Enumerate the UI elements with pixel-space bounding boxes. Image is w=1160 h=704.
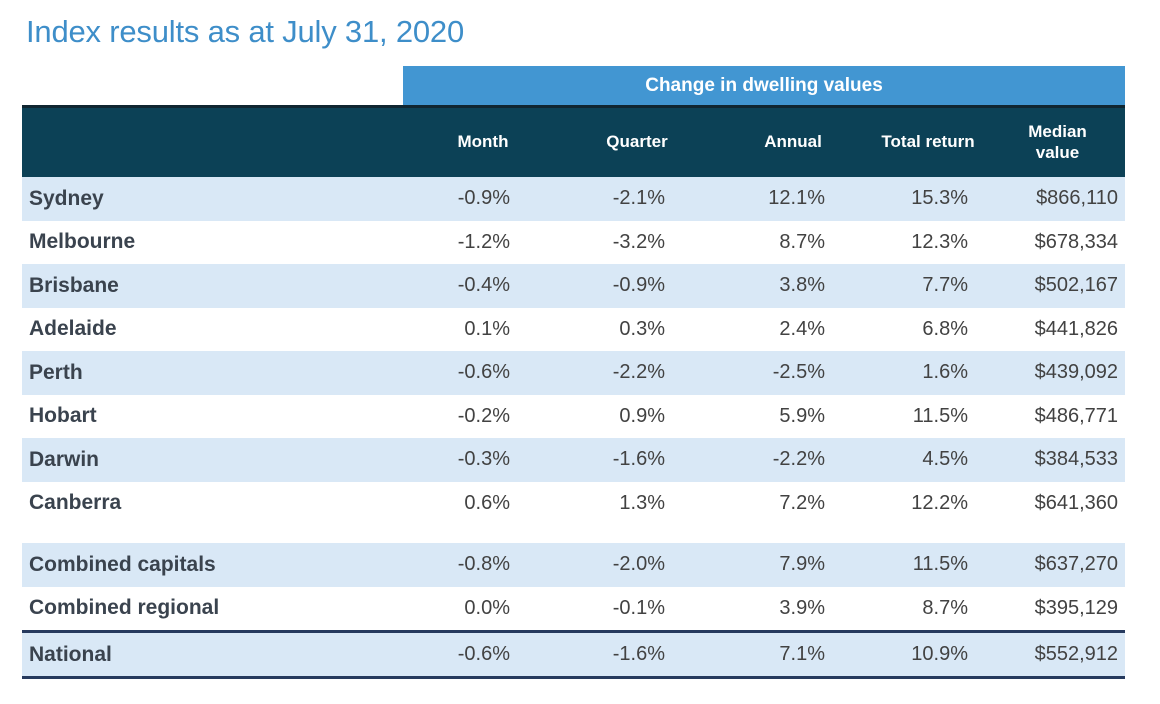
month-value: -0.9% — [457, 187, 510, 210]
annual-value: -2.5% — [772, 361, 825, 384]
median-value: $486,771 — [1034, 404, 1118, 427]
table-row-national: National -0.6% -1.6% 7.1% 10.9% $552,912 — [22, 630, 1125, 679]
table-row-combined-regional: Combined regional 0.0% -0.1% 3.9% 8.7% $… — [22, 586, 1125, 630]
annual-value: 2.4% — [779, 317, 825, 340]
median-value: $384,533 — [1034, 448, 1118, 471]
table-row-canberra: Canberra 0.6% 1.3% 7.2% 12.2% $641,360 — [22, 481, 1125, 525]
month-value: -0.8% — [457, 553, 510, 576]
region-label: Melbourne — [29, 230, 136, 254]
total-return-value: 10.9% — [911, 643, 968, 665]
month-value: 0.0% — [464, 596, 510, 619]
median-value: $637,270 — [1034, 553, 1118, 576]
median-value: $552,912 — [1034, 643, 1118, 665]
quarter-value: 0.3% — [619, 317, 665, 340]
table-row-perth: Perth -0.6% -2.2% -2.5% 1.6% $439,092 — [22, 351, 1125, 395]
region-label: Sydney — [29, 186, 104, 210]
column-header-month: Month — [457, 132, 509, 152]
group-header-spacer — [22, 66, 403, 105]
total-return-value: 1.6% — [922, 361, 968, 384]
month-value: -0.4% — [457, 274, 510, 297]
region-label: Combined capitals — [29, 552, 216, 576]
total-return-value: 4.5% — [922, 448, 968, 471]
total-return-value: 8.7% — [922, 596, 968, 619]
median-value: $502,167 — [1034, 274, 1118, 297]
quarter-value: -2.1% — [612, 187, 665, 210]
total-return-value: 12.3% — [911, 230, 968, 253]
median-value: $678,334 — [1034, 230, 1118, 253]
quarter-value: -3.2% — [612, 230, 665, 253]
table-row-darwin: Darwin -0.3% -1.6% -2.2% 4.5% $384,533 — [22, 438, 1125, 482]
quarter-value: -1.6% — [612, 643, 665, 665]
annual-value: 3.8% — [779, 274, 825, 297]
region-label: Combined regional — [29, 596, 220, 620]
region-label: Adelaide — [29, 317, 117, 341]
group-header-row: Change in dwelling values — [22, 66, 1125, 105]
table-row-melbourne: Melbourne -1.2% -3.2% 8.7% 12.3% $678,33… — [22, 220, 1125, 264]
region-label: Brisbane — [29, 273, 119, 297]
total-return-value: 6.8% — [922, 317, 968, 340]
total-return-value: 7.7% — [922, 274, 968, 297]
region-label: Perth — [29, 360, 83, 384]
column-header-median-value: Median value — [1028, 122, 1087, 162]
quarter-value: 1.3% — [619, 491, 665, 514]
annual-value: 7.1% — [779, 643, 825, 665]
annual-value: 3.9% — [779, 596, 825, 619]
month-value: -0.3% — [457, 448, 510, 471]
quarter-value: -0.1% — [612, 596, 665, 619]
column-header-quarter: Quarter — [606, 132, 668, 152]
median-value: $641,360 — [1034, 491, 1118, 514]
median-value: $439,092 — [1034, 361, 1118, 384]
month-value: 0.1% — [464, 317, 510, 340]
month-value: -0.2% — [457, 404, 510, 427]
region-label: Hobart — [29, 404, 97, 428]
page-title: Index results as at July 31, 2020 — [26, 14, 464, 49]
month-value: -1.2% — [457, 230, 510, 253]
table-row-adelaide: Adelaide 0.1% 0.3% 2.4% 6.8% $441,826 — [22, 307, 1125, 351]
region-label: Darwin — [29, 447, 100, 471]
median-value: $866,110 — [1036, 187, 1118, 210]
month-value: 0.6% — [464, 491, 510, 514]
median-value: $395,129 — [1034, 596, 1118, 619]
total-return-value: 15.3% — [911, 187, 968, 210]
column-header-total-return: Total return — [881, 132, 975, 152]
total-return-value: 11.5% — [912, 553, 968, 576]
index-results-table: Change in dwelling values Month Quarter … — [22, 66, 1125, 679]
total-return-value: 11.5% — [912, 404, 968, 427]
quarter-value: -1.6% — [612, 448, 665, 471]
quarter-value: -2.2% — [612, 361, 665, 384]
month-value: -0.6% — [457, 361, 510, 384]
quarter-value: -0.9% — [612, 274, 665, 297]
table-row-hobart: Hobart -0.2% 0.9% 5.9% 11.5% $486,771 — [22, 394, 1125, 438]
quarter-value: 0.9% — [619, 404, 665, 427]
annual-value: -2.2% — [772, 448, 825, 471]
total-return-value: 12.2% — [911, 491, 968, 514]
region-label: National — [29, 642, 112, 666]
annual-value: 12.1% — [768, 187, 825, 210]
annual-value: 8.7% — [779, 230, 825, 253]
quarter-value: -2.0% — [612, 553, 665, 576]
median-value: $441,826 — [1034, 317, 1118, 340]
column-header-region — [22, 108, 403, 177]
annual-value: 7.9% — [779, 553, 825, 576]
month-value: -0.6% — [457, 643, 510, 665]
section-gap — [22, 525, 1125, 543]
region-label: Canberra — [29, 491, 122, 515]
table-row-combined-capitals: Combined capitals -0.8% -2.0% 7.9% 11.5%… — [22, 543, 1125, 587]
annual-value: 7.2% — [779, 491, 825, 514]
column-header-annual: Annual — [764, 132, 822, 152]
group-header: Change in dwelling values — [403, 66, 1125, 105]
table-row-brisbane: Brisbane -0.4% -0.9% 3.8% 7.7% $502,167 — [22, 264, 1125, 308]
annual-value: 5.9% — [779, 404, 825, 427]
column-header-row: Month Quarter Annual Total return Median… — [22, 105, 1125, 177]
table-row-sydney: Sydney -0.9% -2.1% 12.1% 15.3% $866,110 — [22, 177, 1125, 221]
